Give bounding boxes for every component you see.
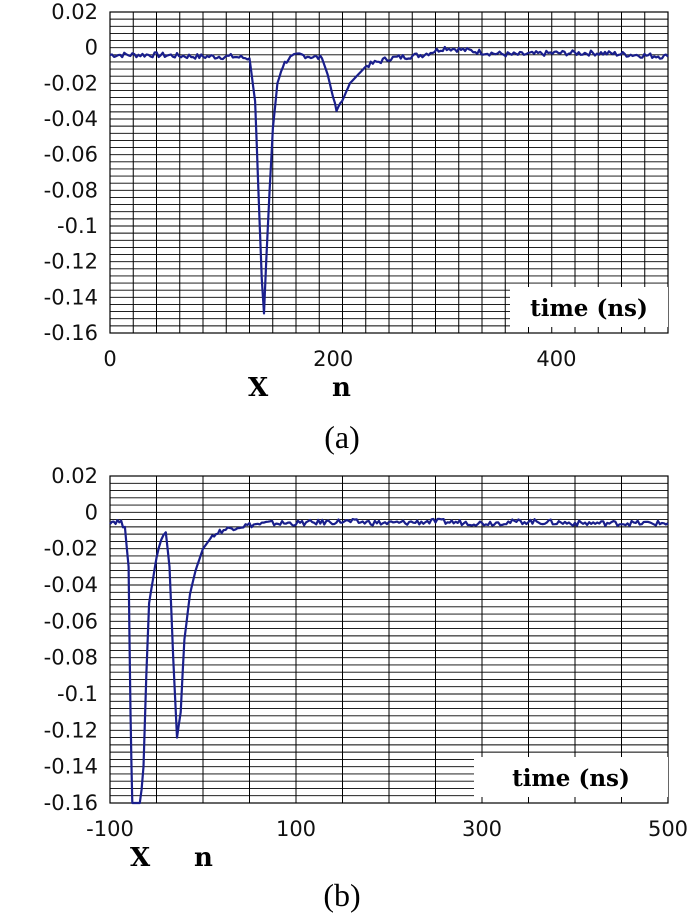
y-tick-label: -0.12 <box>44 250 98 274</box>
y-tick-label: 0.02 <box>51 464 98 488</box>
series-line <box>109 517 669 805</box>
x-tick-label: 100 <box>276 817 316 841</box>
under-label-n: n <box>194 843 213 873</box>
under-label-n: n <box>332 373 351 403</box>
y-tick-label: -0.04 <box>44 107 98 131</box>
under-label-x: X <box>130 843 151 873</box>
y-tick-label: -0.16 <box>44 791 98 815</box>
y-tick-label: -0.14 <box>44 285 98 309</box>
y-tick-label: -0.02 <box>44 537 98 561</box>
y-tick-label: 0 <box>85 36 98 60</box>
y-tick-label: -0.14 <box>44 755 98 779</box>
y-tick-label: -0.06 <box>44 143 98 167</box>
x-tick-label: 200 <box>313 347 353 371</box>
series-line <box>109 45 669 315</box>
panel-caption: (a) <box>324 419 360 455</box>
y-tick-label: -0.1 <box>57 682 98 706</box>
x-axis-label: time (ns) <box>512 765 630 792</box>
y-tick-label: -0.08 <box>44 178 98 202</box>
under-label-x: X <box>248 373 269 403</box>
x-tick-label: 500 <box>648 817 688 841</box>
chart-a: 0.02 0 -0.02 -0.04 -0.06 -0.08 -0.1 -0.12 -0.14 -… <box>44 0 669 455</box>
y-tick-label: 0 <box>85 500 98 524</box>
x-tick-label: 400 <box>536 347 576 371</box>
y-tick-label: -0.06 <box>44 609 98 633</box>
y-tick-label: -0.16 <box>44 321 98 345</box>
x-tick-label: 300 <box>462 817 502 841</box>
chart-b: 0.02 0 -0.02 -0.04 -0.06 -0.08 -0.1 -0.12 -0.14 -… <box>44 464 688 913</box>
panel-caption: (b) <box>323 877 360 913</box>
x-label-box <box>474 757 668 797</box>
y-tick-label: -0.04 <box>44 573 98 597</box>
x-tick-label: -100 <box>86 817 134 841</box>
y-tick-label: -0.1 <box>57 214 98 238</box>
y-tick-label: -0.02 <box>44 71 98 95</box>
x-tick-label: 0 <box>103 347 116 371</box>
y-tick-label: -0.12 <box>44 718 98 742</box>
x-label-box <box>510 287 668 327</box>
x-axis-label: time (ns) <box>530 295 648 322</box>
y-tick-label: 0.02 <box>51 0 98 24</box>
y-tick-label: -0.08 <box>44 646 98 670</box>
